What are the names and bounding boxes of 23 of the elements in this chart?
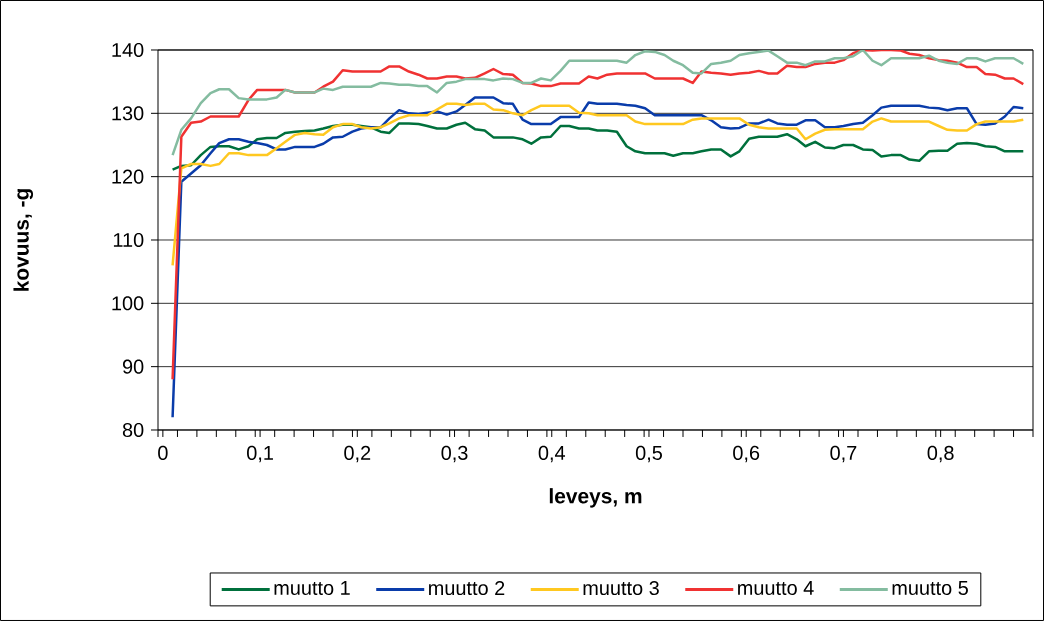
x-tick-label: 0,7	[830, 445, 857, 463]
y-axis-title: kovuus, -g	[13, 189, 34, 291]
y-tick-label: 100	[112, 296, 144, 311]
x-tick-label: 0,6	[733, 445, 760, 463]
x-tick-label: 0,2	[344, 445, 371, 463]
y-tick-label: 80	[122, 422, 144, 438]
x-axis-title: leveys, m	[549, 488, 642, 508]
legend-label: muutto 3	[583, 580, 659, 596]
legend-label: muutto 4	[738, 581, 814, 595]
legend-label: muutto 1	[274, 581, 350, 595]
y-tick-label: 90	[122, 359, 144, 374]
y-tick-label: 120	[112, 169, 144, 184]
x-tick-label: 0	[158, 445, 168, 460]
y-tick-label: 110	[113, 232, 144, 248]
x-tick-label: 0,1	[247, 445, 273, 463]
x-tick-label: 0,3	[441, 445, 468, 463]
x-tick-label: 0,4	[538, 445, 566, 463]
legend-label: muutto 2	[429, 580, 505, 596]
x-tick-label: 0,8	[927, 445, 954, 463]
x-tick-label: 0,5	[635, 445, 662, 463]
legend-label: muutto 5	[892, 581, 968, 595]
y-tick-label: 130	[112, 106, 144, 121]
y-tick-label: 140	[112, 42, 144, 58]
